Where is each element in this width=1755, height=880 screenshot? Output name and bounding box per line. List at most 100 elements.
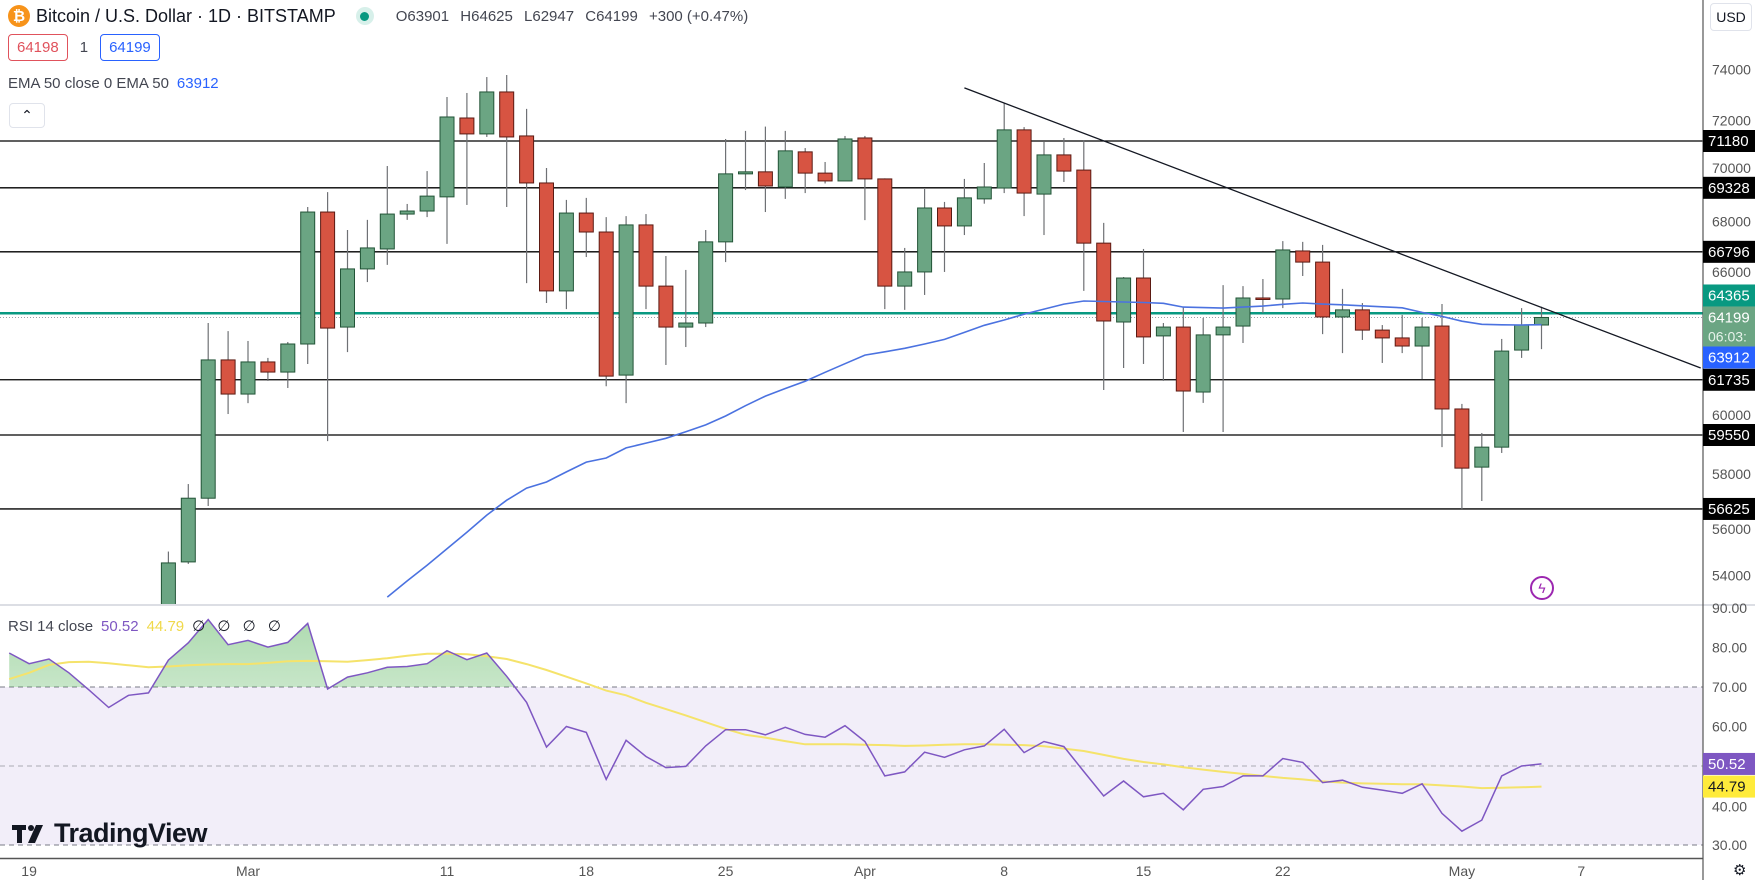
rsi-ma-value-label[interactable]: 44.79	[1703, 775, 1755, 798]
candle[interactable]	[539, 168, 554, 304]
candle[interactable]	[240, 340, 256, 404]
buy-button[interactable]: 64199	[100, 34, 160, 61]
price-pane[interactable]	[0, 75, 1703, 662]
candle[interactable]	[1454, 403, 1470, 510]
candle[interactable]	[1155, 323, 1171, 381]
symbol-title[interactable]: Bitcoin / U.S. Dollar · 1D · BITSTAMP	[36, 5, 336, 26]
candle[interactable]	[638, 214, 654, 310]
candle[interactable]	[1235, 286, 1251, 343]
candle[interactable]	[897, 247, 913, 310]
candle[interactable]	[1295, 241, 1311, 276]
candle[interactable]	[459, 92, 475, 205]
level-price-label[interactable]: 71180	[1703, 130, 1755, 152]
candle[interactable]	[618, 216, 634, 404]
candle[interactable]	[1255, 279, 1271, 313]
candle[interactable]	[917, 189, 933, 295]
candle[interactable]	[698, 229, 714, 328]
candle[interactable]	[379, 166, 395, 265]
candle[interactable]	[738, 130, 753, 191]
candle[interactable]	[419, 171, 435, 218]
candle[interactable]	[1195, 317, 1211, 403]
candle[interactable]	[996, 103, 1012, 194]
settings-gear-icon[interactable]: ⚙	[1733, 862, 1747, 879]
candle[interactable]	[877, 178, 893, 310]
last-price-label[interactable]: 64199 06:03:	[1703, 306, 1755, 347]
candle[interactable]	[1514, 308, 1530, 358]
candle[interactable]	[837, 135, 853, 182]
candle[interactable]	[797, 148, 813, 194]
rsi-pane[interactable]	[0, 618, 1703, 846]
candle[interactable]	[1414, 317, 1430, 380]
level-price-label[interactable]: 69328	[1703, 176, 1755, 199]
ema-price-label[interactable]: 63912	[1703, 346, 1755, 369]
candle[interactable]	[499, 75, 515, 207]
candle-body	[857, 137, 873, 180]
candle[interactable]	[1394, 314, 1410, 354]
candle[interactable]	[937, 201, 952, 272]
candle[interactable]	[122, 633, 136, 662]
candle[interactable]	[678, 269, 694, 348]
candle[interactable]	[1096, 222, 1112, 391]
candle[interactable]	[1076, 139, 1092, 291]
candle[interactable]	[439, 97, 455, 244]
candle[interactable]	[1494, 338, 1510, 453]
tradingview-logo[interactable]: TradingView	[12, 818, 208, 849]
candle[interactable]	[1474, 432, 1490, 501]
level-price-label[interactable]: 66796	[1703, 240, 1755, 263]
candle[interactable]	[558, 199, 574, 310]
candle[interactable]	[1056, 137, 1072, 182]
sell-button[interactable]: 64198	[8, 34, 68, 61]
rsi-value-label[interactable]: 50.52	[1703, 752, 1755, 775]
candle[interactable]	[479, 77, 495, 137]
candle[interactable]	[1175, 307, 1191, 432]
candle[interactable]	[180, 484, 196, 564]
candle[interactable]	[359, 219, 375, 283]
candle[interactable]	[399, 203, 415, 220]
level-price-label[interactable]: 56625	[1703, 497, 1755, 520]
candle[interactable]	[1116, 277, 1132, 369]
trendline[interactable]	[964, 87, 1701, 369]
candle[interactable]	[578, 197, 594, 258]
collapse-legend-button[interactable]: ⌃	[9, 103, 45, 128]
candle[interactable]	[777, 130, 793, 199]
rsi-legend[interactable]: RSI 14 close 50.52 44.79 ∅ ∅ ∅ ∅	[8, 617, 285, 635]
time-axis[interactable]: 19 Mar 11 18 25 Apr 8 15 22 May 7 14	[21, 863, 1728, 879]
candle[interactable]	[956, 178, 972, 236]
candle[interactable]	[320, 192, 336, 442]
currency-button[interactable]: USD	[1710, 3, 1752, 31]
level-price-label[interactable]: 64365	[1703, 284, 1755, 307]
candle[interactable]	[1016, 127, 1032, 217]
candle[interactable]	[1315, 244, 1331, 335]
candle[interactable]	[598, 217, 614, 387]
candle[interactable]	[1354, 303, 1370, 340]
candle[interactable]	[260, 357, 276, 381]
candle[interactable]	[1036, 142, 1052, 236]
candle[interactable]	[300, 206, 316, 364]
level-price-label[interactable]: 59550	[1703, 424, 1755, 447]
candle[interactable]	[1374, 325, 1390, 363]
candle[interactable]	[817, 161, 833, 184]
lightning-icon[interactable]: ϟ	[1530, 576, 1554, 600]
candle[interactable]	[976, 162, 992, 204]
candle[interactable]	[280, 341, 296, 388]
candle[interactable]	[757, 126, 773, 213]
candle[interactable]	[658, 256, 674, 365]
candle[interactable]	[1335, 288, 1350, 354]
candle[interactable]	[1275, 241, 1291, 309]
rsi-line[interactable]	[8, 618, 1542, 833]
candle[interactable]	[340, 229, 355, 353]
candle[interactable]	[857, 135, 873, 221]
candle[interactable]	[220, 331, 236, 415]
candle[interactable]	[1434, 304, 1450, 448]
ema-50-line[interactable]	[386, 300, 1542, 598]
candle[interactable]	[1136, 248, 1151, 364]
candle[interactable]	[160, 551, 176, 654]
ema-legend[interactable]: EMA 50 close 0 EMA 50 63912	[8, 75, 219, 92]
rsi-ma-line[interactable]	[8, 652, 1542, 790]
candle[interactable]	[200, 323, 216, 507]
candle[interactable]	[1215, 285, 1231, 432]
candle[interactable]	[718, 138, 734, 263]
candle[interactable]	[519, 108, 535, 284]
level-price-label[interactable]: 61735	[1703, 368, 1755, 391]
